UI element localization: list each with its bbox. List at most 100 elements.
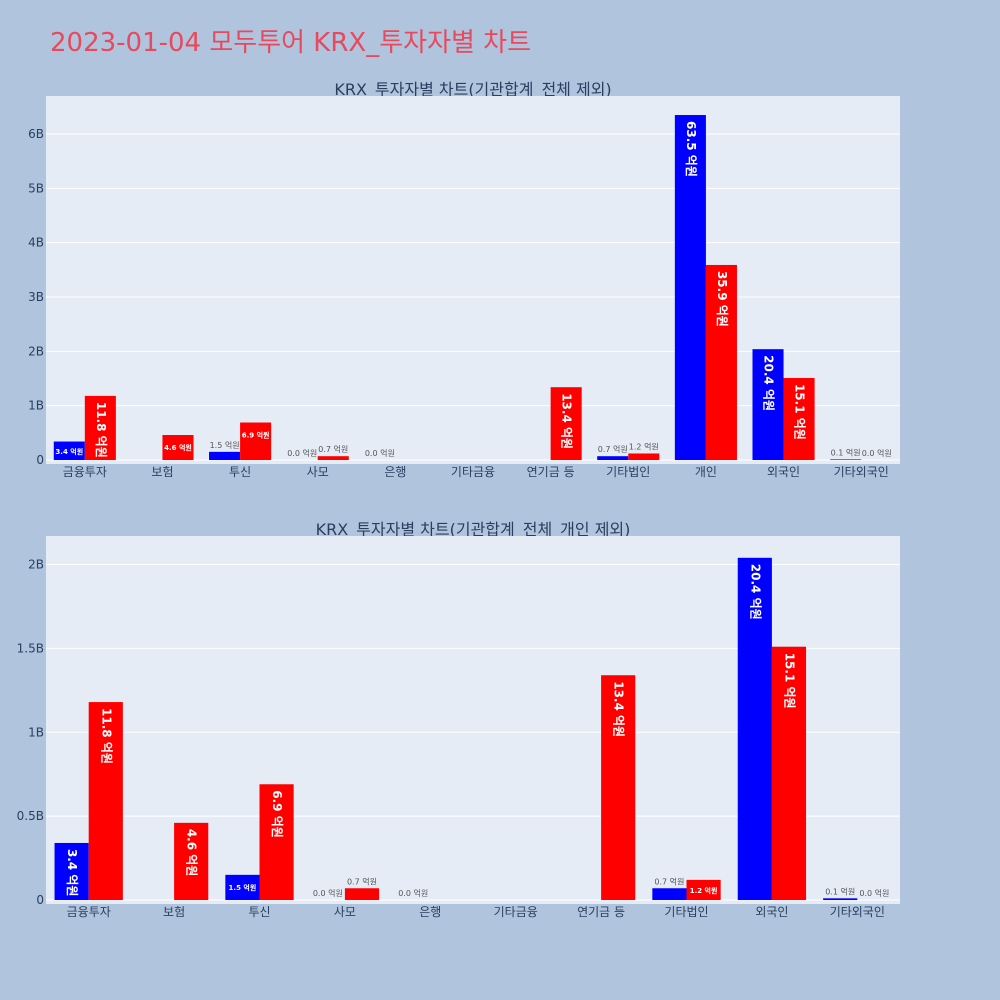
y-tick-label: 6B: [28, 127, 44, 141]
bar: [830, 459, 862, 460]
y-tick-label: 4B: [28, 236, 44, 250]
page-title: 2023-01-04 모두투어 KRX_투자자별 차트: [50, 28, 532, 58]
x-tick-label: 기타금융: [451, 465, 495, 479]
data-label: 13.4 억원: [612, 681, 626, 737]
x-tick-label: 투신: [229, 465, 251, 479]
data-label: 0.7 억원: [654, 876, 684, 886]
data-label: 15.1 억원: [793, 384, 807, 440]
y-tick-label: 1B: [28, 725, 44, 739]
chart-1-title: KRX_투자자별 차트(기관합계_전체 제외): [334, 80, 611, 100]
data-label: 0.0 억원: [365, 448, 395, 458]
bar: [752, 349, 784, 460]
data-label: 15.1 억원: [782, 653, 796, 709]
data-label: 1.5 억원: [210, 440, 240, 450]
y-tick-label: 5B: [28, 181, 44, 195]
bar: [209, 451, 241, 460]
y-tick-label: 0: [36, 893, 44, 907]
data-label: 0.7 억원: [347, 876, 377, 886]
x-tick-label: 보험: [163, 905, 185, 919]
bar: [225, 874, 260, 900]
bar: [628, 453, 660, 460]
data-label: 11.8 억원: [99, 708, 113, 764]
x-tick-label: 투신: [248, 905, 270, 919]
chart-1-data-labels: 3.4 억원 11.8 억원 4.6 억원 1.5 억원6.9 억원0.0 억원 0.7…: [55, 121, 891, 458]
data-label: 20.4 억원: [762, 355, 776, 411]
bar: [550, 387, 582, 460]
bar: [317, 456, 349, 460]
bar: [771, 646, 807, 900]
x-tick-label: 외국인: [755, 905, 788, 919]
bar: [174, 822, 209, 900]
data-label: 1.5 억원: [229, 883, 257, 892]
x-tick-label: 금융투자: [67, 905, 111, 919]
chart-2-xticks: 금융투자 보험 투신 사모 은행 기타금융 연기금 등 기타법인 외국인 기타외국인: [67, 904, 885, 919]
bar: [53, 441, 85, 460]
data-label: 11.8 억원: [94, 402, 108, 458]
data-label: 4.6 억원: [164, 443, 192, 452]
x-tick-label: 금융투자: [63, 465, 107, 479]
data-label: 0.7 억원: [318, 444, 348, 454]
chart-2-title: KRX_투자자별 차트(기관합계_전체_개인 제외): [316, 520, 631, 540]
bar: [737, 557, 772, 900]
bar: [686, 879, 721, 900]
bar: [601, 675, 636, 900]
chart-2: KRX_투자자별 차트(기관합계_전체_개인 제외) 0 0.5B 1B 1.5B 2B…: [17, 520, 900, 919]
data-label: 0.0 억원: [398, 888, 428, 898]
data-label: 0.0 억원: [862, 448, 892, 458]
y-tick-label: 1.5B: [17, 641, 44, 655]
x-tick-label: 기타외국인: [834, 465, 889, 479]
x-tick-label: 기타외국인: [830, 905, 885, 919]
data-label: 0.0 억원: [859, 888, 889, 898]
x-tick-label: 사모: [307, 465, 329, 479]
bar: [705, 264, 737, 460]
bar: [259, 784, 294, 900]
y-tick-label: 0.5B: [17, 809, 44, 823]
chart-1: KRX_투자자별 차트(기관합계_전체 제외) 0 1B 2B 3B 4B 5B 6B 3.…: [28, 80, 900, 479]
bar: [54, 842, 89, 900]
x-tick-label: 보험: [151, 465, 173, 479]
data-label: 4.6 억원: [185, 829, 199, 877]
bar: [88, 702, 123, 900]
chart-2-data-labels: 3.4 억원 11.8 억원 4.6 억원 1.5 억원 6.9 억원 0.0 억원 0.7…: [65, 564, 889, 898]
data-label: 20.4 억원: [748, 564, 762, 620]
chart-2-yticks: 0 0.5B 1B 1.5B 2B: [17, 558, 44, 907]
data-label: 0.0 억원: [313, 888, 343, 898]
y-tick-label: 0: [36, 453, 44, 467]
chart-1-bars: [53, 115, 862, 460]
chart-1-yticks: 0 1B 2B 3B 4B 5B 6B: [28, 127, 44, 467]
x-tick-label: 은행: [384, 464, 406, 479]
bar: [84, 395, 116, 460]
x-tick-label: 연기금 등: [577, 905, 625, 919]
x-tick-label: 기타금융: [494, 905, 538, 919]
bar: [597, 456, 629, 460]
y-tick-label: 2B: [28, 558, 44, 572]
x-tick-label: 연기금 등: [527, 465, 575, 479]
data-label: 6.9 억원: [270, 790, 284, 838]
bar: [823, 898, 858, 900]
data-label: 6.9 억원: [242, 431, 270, 440]
data-label: 1.2 억원: [629, 441, 659, 451]
bar: [652, 888, 687, 900]
y-tick-label: 2B: [28, 344, 44, 358]
data-label: 13.4 억원: [560, 393, 574, 449]
data-label: 3.4 억원: [65, 849, 79, 897]
x-tick-label: 은행: [419, 904, 441, 919]
x-tick-label: 기타법인: [606, 465, 650, 479]
bar: [344, 888, 380, 900]
data-label: 0.0 억원: [287, 448, 317, 458]
x-tick-label: 개인: [695, 465, 717, 479]
y-tick-label: 1B: [28, 399, 44, 413]
x-tick-label: 기타법인: [664, 905, 708, 919]
data-label: 63.5 억원: [684, 121, 698, 177]
bar: [783, 377, 815, 460]
data-label: 0.7 억원: [598, 444, 628, 454]
data-label: 1.2 억원: [690, 886, 718, 895]
bar: [674, 115, 706, 460]
chart-2-bars: [54, 557, 858, 900]
data-label: 35.9 억원: [715, 271, 729, 327]
x-tick-label: 사모: [334, 905, 356, 919]
x-tick-label: 외국인: [767, 465, 800, 479]
data-label: 0.1 억원: [825, 886, 855, 896]
y-tick-label: 3B: [28, 290, 44, 304]
chart-1-xticks: 금융투자 보험 투신 사모 은행 기타금융 연기금 등 기타법인 개인 외국인 기타외국인: [63, 464, 889, 479]
